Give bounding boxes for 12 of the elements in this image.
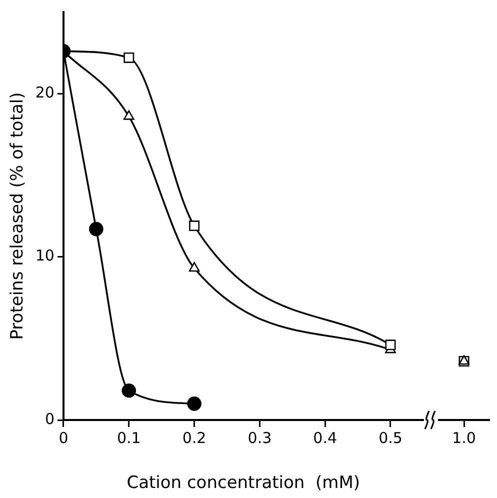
x-tick-label: 0.2 — [182, 428, 206, 447]
y-tick-label: 0 — [44, 410, 54, 428]
x-tick-label: 0.3 — [248, 428, 272, 447]
x-tick-label: 0.4 — [313, 428, 338, 447]
y-tick-label: 20 — [35, 83, 54, 102]
y-axis-title: Proteins released (% of total) — [8, 92, 28, 340]
x-tick-label: 1.0 — [452, 428, 476, 447]
y-tick-label: 10 — [35, 246, 54, 265]
x-tick-label: 0 — [58, 428, 68, 447]
x-tick-label: 0.5 — [378, 428, 402, 447]
x-axis-title: Cation concentration (mM) — [126, 473, 360, 494]
x-tick-label: 0.1 — [116, 428, 141, 447]
